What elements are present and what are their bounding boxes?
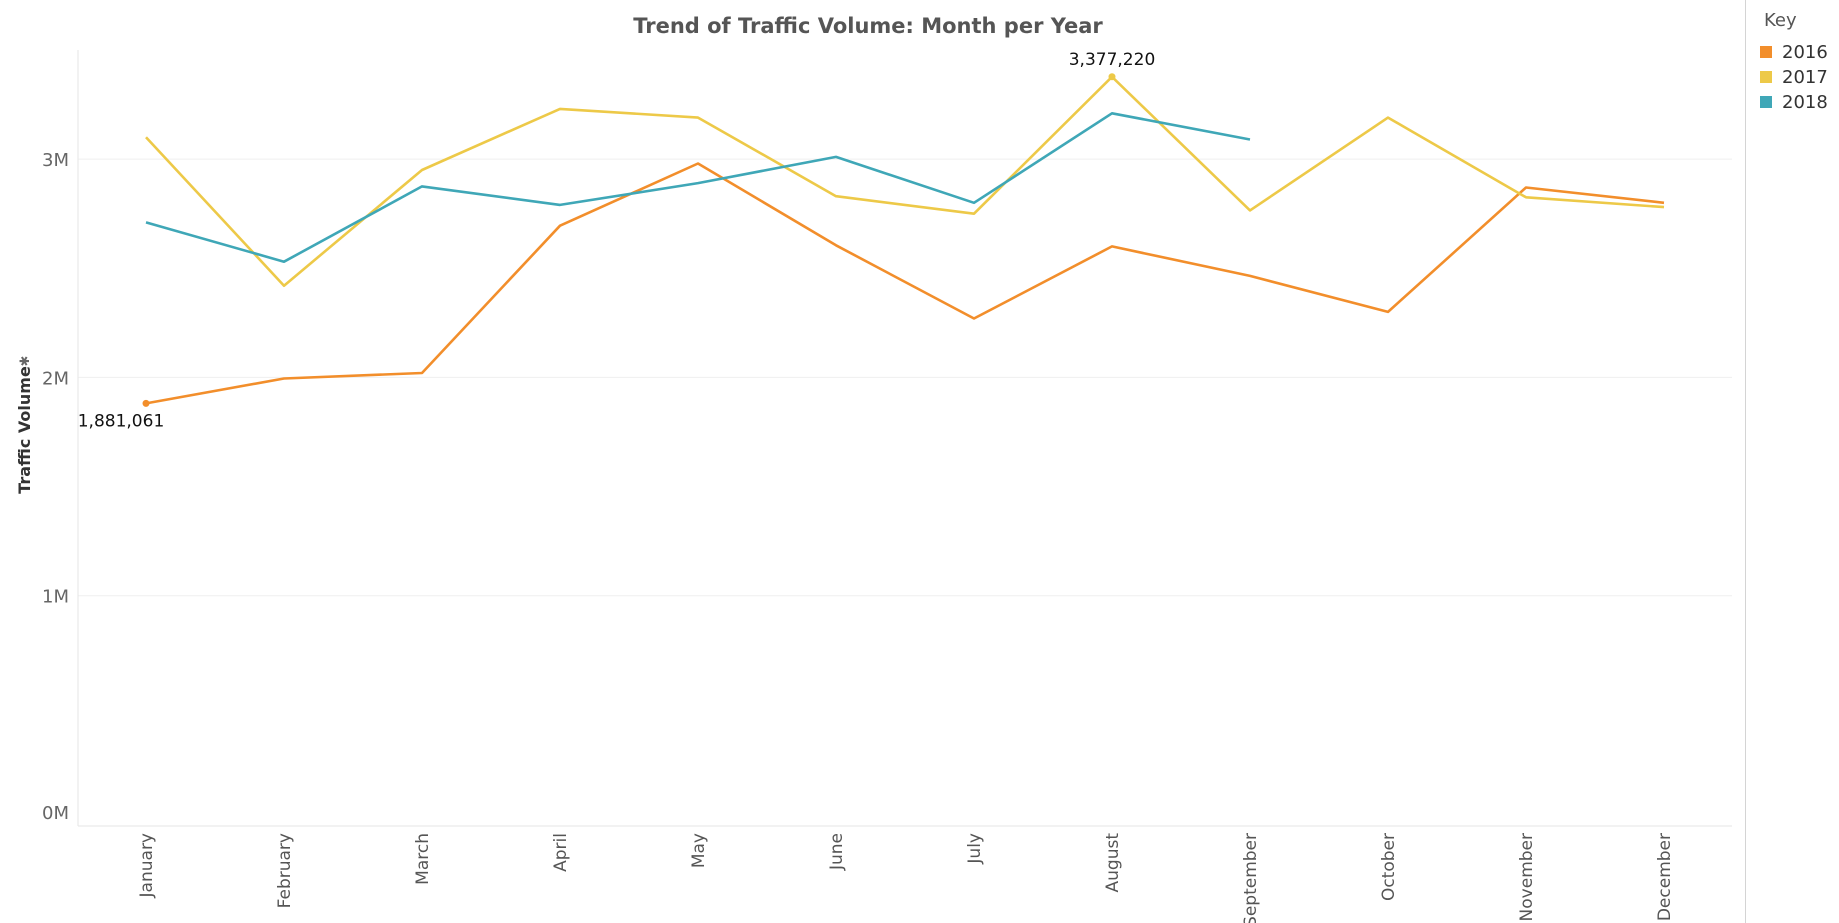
chart-title: Trend of Traffic Volume: Month per Year bbox=[633, 14, 1103, 38]
x-tick-label: September bbox=[1241, 833, 1261, 923]
legend-swatch bbox=[1760, 46, 1772, 58]
legend-swatch bbox=[1760, 96, 1772, 108]
y-tick-label: 1M bbox=[42, 587, 69, 608]
x-tick-label: November bbox=[1517, 833, 1537, 921]
data-point[interactable] bbox=[142, 399, 150, 407]
x-tick-label: July bbox=[965, 833, 985, 865]
pin-icon[interactable]: ✱ bbox=[18, 356, 33, 367]
y-axis-ticks: 0M 1M 2M 3M bbox=[42, 150, 69, 824]
x-tick-label: May bbox=[689, 833, 709, 868]
x-tick-label: June bbox=[827, 833, 847, 871]
x-tick-label: January bbox=[137, 833, 157, 898]
x-tick-label: March bbox=[413, 833, 433, 885]
legend-title: Key bbox=[1764, 10, 1797, 31]
annotation-layer: 1,881,061 3,377,220 bbox=[78, 50, 1156, 432]
data-point[interactable] bbox=[1108, 73, 1116, 81]
x-tick-label: October bbox=[1379, 833, 1399, 901]
data-label: 3,377,220 bbox=[1069, 50, 1156, 70]
series-line-2018[interactable] bbox=[145, 112, 1251, 264]
x-tick-label: August bbox=[1103, 833, 1123, 893]
x-tick-label: February bbox=[275, 833, 295, 908]
series-line-2016[interactable] bbox=[145, 162, 1665, 405]
x-tick-label: December bbox=[1655, 833, 1675, 921]
y-axis-label: Traffic Volume bbox=[15, 366, 34, 494]
series-line-2017[interactable] bbox=[145, 75, 1665, 288]
legend: Key 2016 2017 2018 bbox=[1745, 0, 1839, 923]
y-axis-label-group: Traffic Volume ✱ bbox=[15, 356, 34, 494]
line-chart: Trend of Traffic Volume: Month per Year … bbox=[15, 14, 1732, 923]
y-tick-label: 0M bbox=[42, 803, 69, 824]
legend-label: 2017 bbox=[1782, 66, 1828, 88]
data-label: 1,881,061 bbox=[78, 411, 165, 431]
gridlines bbox=[78, 158, 1732, 597]
legend-item-2017[interactable]: 2017 bbox=[1760, 66, 1828, 88]
legend-swatch bbox=[1760, 71, 1772, 83]
legend-label: 2018 bbox=[1782, 91, 1828, 113]
y-tick-label: 2M bbox=[42, 368, 69, 389]
y-tick-label: 3M bbox=[42, 150, 69, 171]
legend-item-2018[interactable]: 2018 bbox=[1760, 91, 1828, 113]
axes bbox=[77, 50, 1732, 827]
x-axis-ticks: January February March April May June July Augu… bbox=[137, 833, 1675, 923]
series-layer bbox=[145, 75, 1665, 405]
x-tick-label: April bbox=[551, 833, 571, 872]
legend-label: 2016 bbox=[1782, 41, 1828, 63]
legend-item-2016[interactable]: 2016 bbox=[1760, 41, 1828, 63]
